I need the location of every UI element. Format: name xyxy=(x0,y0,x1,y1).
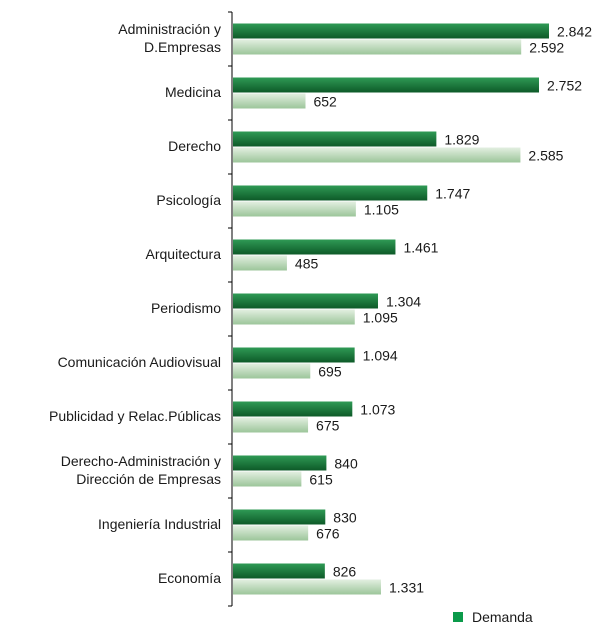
bars xyxy=(233,23,549,595)
data-label: 840 xyxy=(334,456,358,472)
bar-demanda xyxy=(233,239,396,255)
category-label: Dirección de Empresas xyxy=(76,471,221,487)
bar-demanda xyxy=(233,401,353,417)
data-label: 830 xyxy=(333,510,357,526)
data-label: 1.105 xyxy=(364,202,399,218)
bar-demanda xyxy=(233,455,327,471)
data-label: 1.094 xyxy=(363,348,398,364)
bar-series-2 xyxy=(233,525,309,541)
data-label: 2.585 xyxy=(528,148,563,164)
data-label: 1.747 xyxy=(435,186,470,202)
data-label: 485 xyxy=(295,256,319,272)
legend-label-demanda: Demanda xyxy=(472,609,533,625)
data-label: 675 xyxy=(316,418,340,434)
bar-demanda xyxy=(233,77,539,93)
legend-swatch-demanda xyxy=(453,612,463,622)
bar-demanda xyxy=(233,293,378,309)
category-label: Medicina xyxy=(165,84,221,100)
data-label: 2.592 xyxy=(529,40,564,56)
bar-demanda xyxy=(233,563,325,579)
category-label: Comunicación Audiovisual xyxy=(58,354,221,370)
bar-series-2 xyxy=(233,309,355,325)
bar-series-2 xyxy=(233,201,356,217)
bar-demanda xyxy=(233,347,355,363)
category-label: Derecho xyxy=(168,138,221,154)
bar-demanda xyxy=(233,185,428,201)
category-label: Administración y xyxy=(118,21,221,37)
category-label: Derecho-Administración y xyxy=(61,453,221,469)
bar-series-2 xyxy=(233,39,522,55)
data-label: 1.331 xyxy=(389,580,424,596)
category-label: Ingeniería Industrial xyxy=(98,516,221,532)
data-label: 695 xyxy=(318,364,342,380)
category-label: D.Empresas xyxy=(144,39,221,55)
legend: Demanda xyxy=(453,609,533,625)
data-label: 676 xyxy=(316,526,340,542)
data-label: 652 xyxy=(313,94,337,110)
data-label: 1.461 xyxy=(403,240,438,256)
data-label: 1.304 xyxy=(386,294,421,310)
data-label: 2.752 xyxy=(547,78,582,94)
bar-series-2 xyxy=(233,363,311,379)
data-label: 1.073 xyxy=(360,402,395,418)
y-axis xyxy=(228,11,233,607)
data-label: 2.842 xyxy=(557,24,592,40)
category-label: Arquitectura xyxy=(146,246,222,262)
bar-demanda xyxy=(233,509,326,525)
category-label: Psicología xyxy=(156,192,221,208)
category-label: Publicidad y Relac.Públicas xyxy=(49,408,221,424)
bar-series-2 xyxy=(233,417,309,433)
category-label: Economía xyxy=(158,570,221,586)
data-label: 1.095 xyxy=(363,310,398,326)
bar-series-2 xyxy=(233,93,306,109)
category-label: Periodismo xyxy=(151,300,221,316)
bar-series-2 xyxy=(233,147,521,163)
bar-demanda xyxy=(233,131,437,147)
data-label: 1.829 xyxy=(444,132,479,148)
data-label: 826 xyxy=(333,564,357,580)
data-label: 615 xyxy=(309,472,333,488)
bar-series-2 xyxy=(233,471,302,487)
bar-series-2 xyxy=(233,255,287,271)
bar-series-2 xyxy=(233,579,381,595)
bar-demanda xyxy=(233,23,549,39)
